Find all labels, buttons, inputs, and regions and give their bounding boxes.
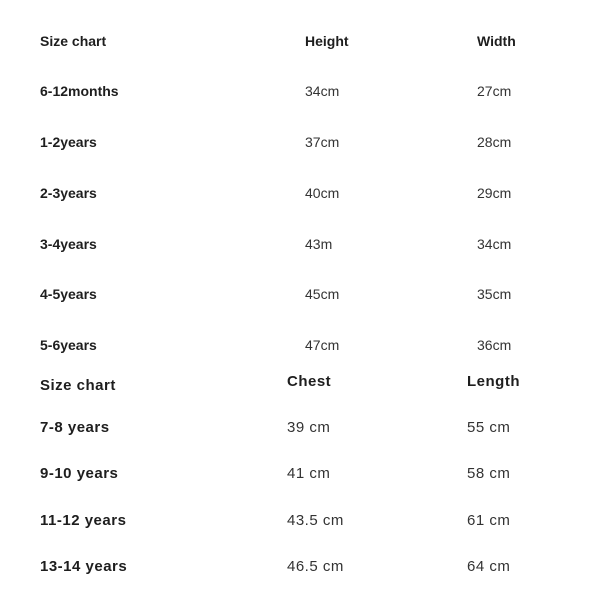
table-row: 1-2years 37cm 28cm xyxy=(0,132,600,152)
length-cell: 58 cm xyxy=(467,465,511,482)
table-row: 2-3years 40cm 29cm xyxy=(0,183,600,203)
length-cell: 61 cm xyxy=(467,512,511,529)
size-cell: 13-14 years xyxy=(40,558,128,575)
size-cell: 4-5years xyxy=(40,286,97,302)
header-chest: Chest xyxy=(287,373,332,390)
height-cell: 40cm xyxy=(305,185,340,201)
table-row: 3-4years 43m 34cm xyxy=(0,234,600,254)
table-row: 13-14 years 46.5 cm 64 cm xyxy=(0,557,600,577)
width-cell: 35cm xyxy=(477,286,512,302)
height-cell: 37cm xyxy=(305,134,340,150)
table-row: 5-6years 47cm 36cm xyxy=(0,335,600,355)
header-width: Width xyxy=(477,33,516,49)
size-cell: 6-12months xyxy=(40,83,119,99)
header-size: Size chart xyxy=(40,33,107,49)
width-cell: 34cm xyxy=(477,236,512,252)
length-cell: 55 cm xyxy=(467,419,511,436)
header-height: Height xyxy=(305,33,349,49)
table-header: Size chart Chest Length xyxy=(0,372,600,394)
size-cell: 5-6years xyxy=(40,337,97,353)
height-cell: 43m xyxy=(305,236,333,252)
height-cell: 34cm xyxy=(305,83,340,99)
size-cell: 11-12 years xyxy=(40,512,127,529)
table-row: 7-8 years 39 cm 55 cm xyxy=(0,418,600,438)
table-header: Size chart Height Width xyxy=(0,31,600,51)
width-cell: 29cm xyxy=(477,185,512,201)
size-cell: 3-4years xyxy=(40,236,97,252)
size-cell: 1-2years xyxy=(40,134,97,150)
width-cell: 28cm xyxy=(477,134,512,150)
table-row: 4-5years 45cm 35cm xyxy=(0,284,600,304)
table-row: 6-12months 34cm 27cm xyxy=(0,81,600,101)
chest-cell: 41 cm xyxy=(287,465,331,482)
size-cell: 7-8 years xyxy=(40,419,110,436)
table-row: 11-12 years 43.5 cm 61 cm xyxy=(0,511,600,531)
chest-cell: 43.5 cm xyxy=(287,512,344,529)
table-row: 9-10 years 41 cm 58 cm xyxy=(0,464,600,484)
header-size: Size chart xyxy=(40,377,116,394)
width-cell: 36cm xyxy=(477,337,512,353)
header-length: Length xyxy=(467,373,520,390)
size-cell: 2-3years xyxy=(40,185,97,201)
width-cell: 27cm xyxy=(477,83,512,99)
height-cell: 47cm xyxy=(305,337,340,353)
length-cell: 64 cm xyxy=(467,558,511,575)
height-cell: 45cm xyxy=(305,286,340,302)
chest-cell: 46.5 cm xyxy=(287,558,344,575)
chest-cell: 39 cm xyxy=(287,419,331,436)
size-cell: 9-10 years xyxy=(40,465,119,482)
